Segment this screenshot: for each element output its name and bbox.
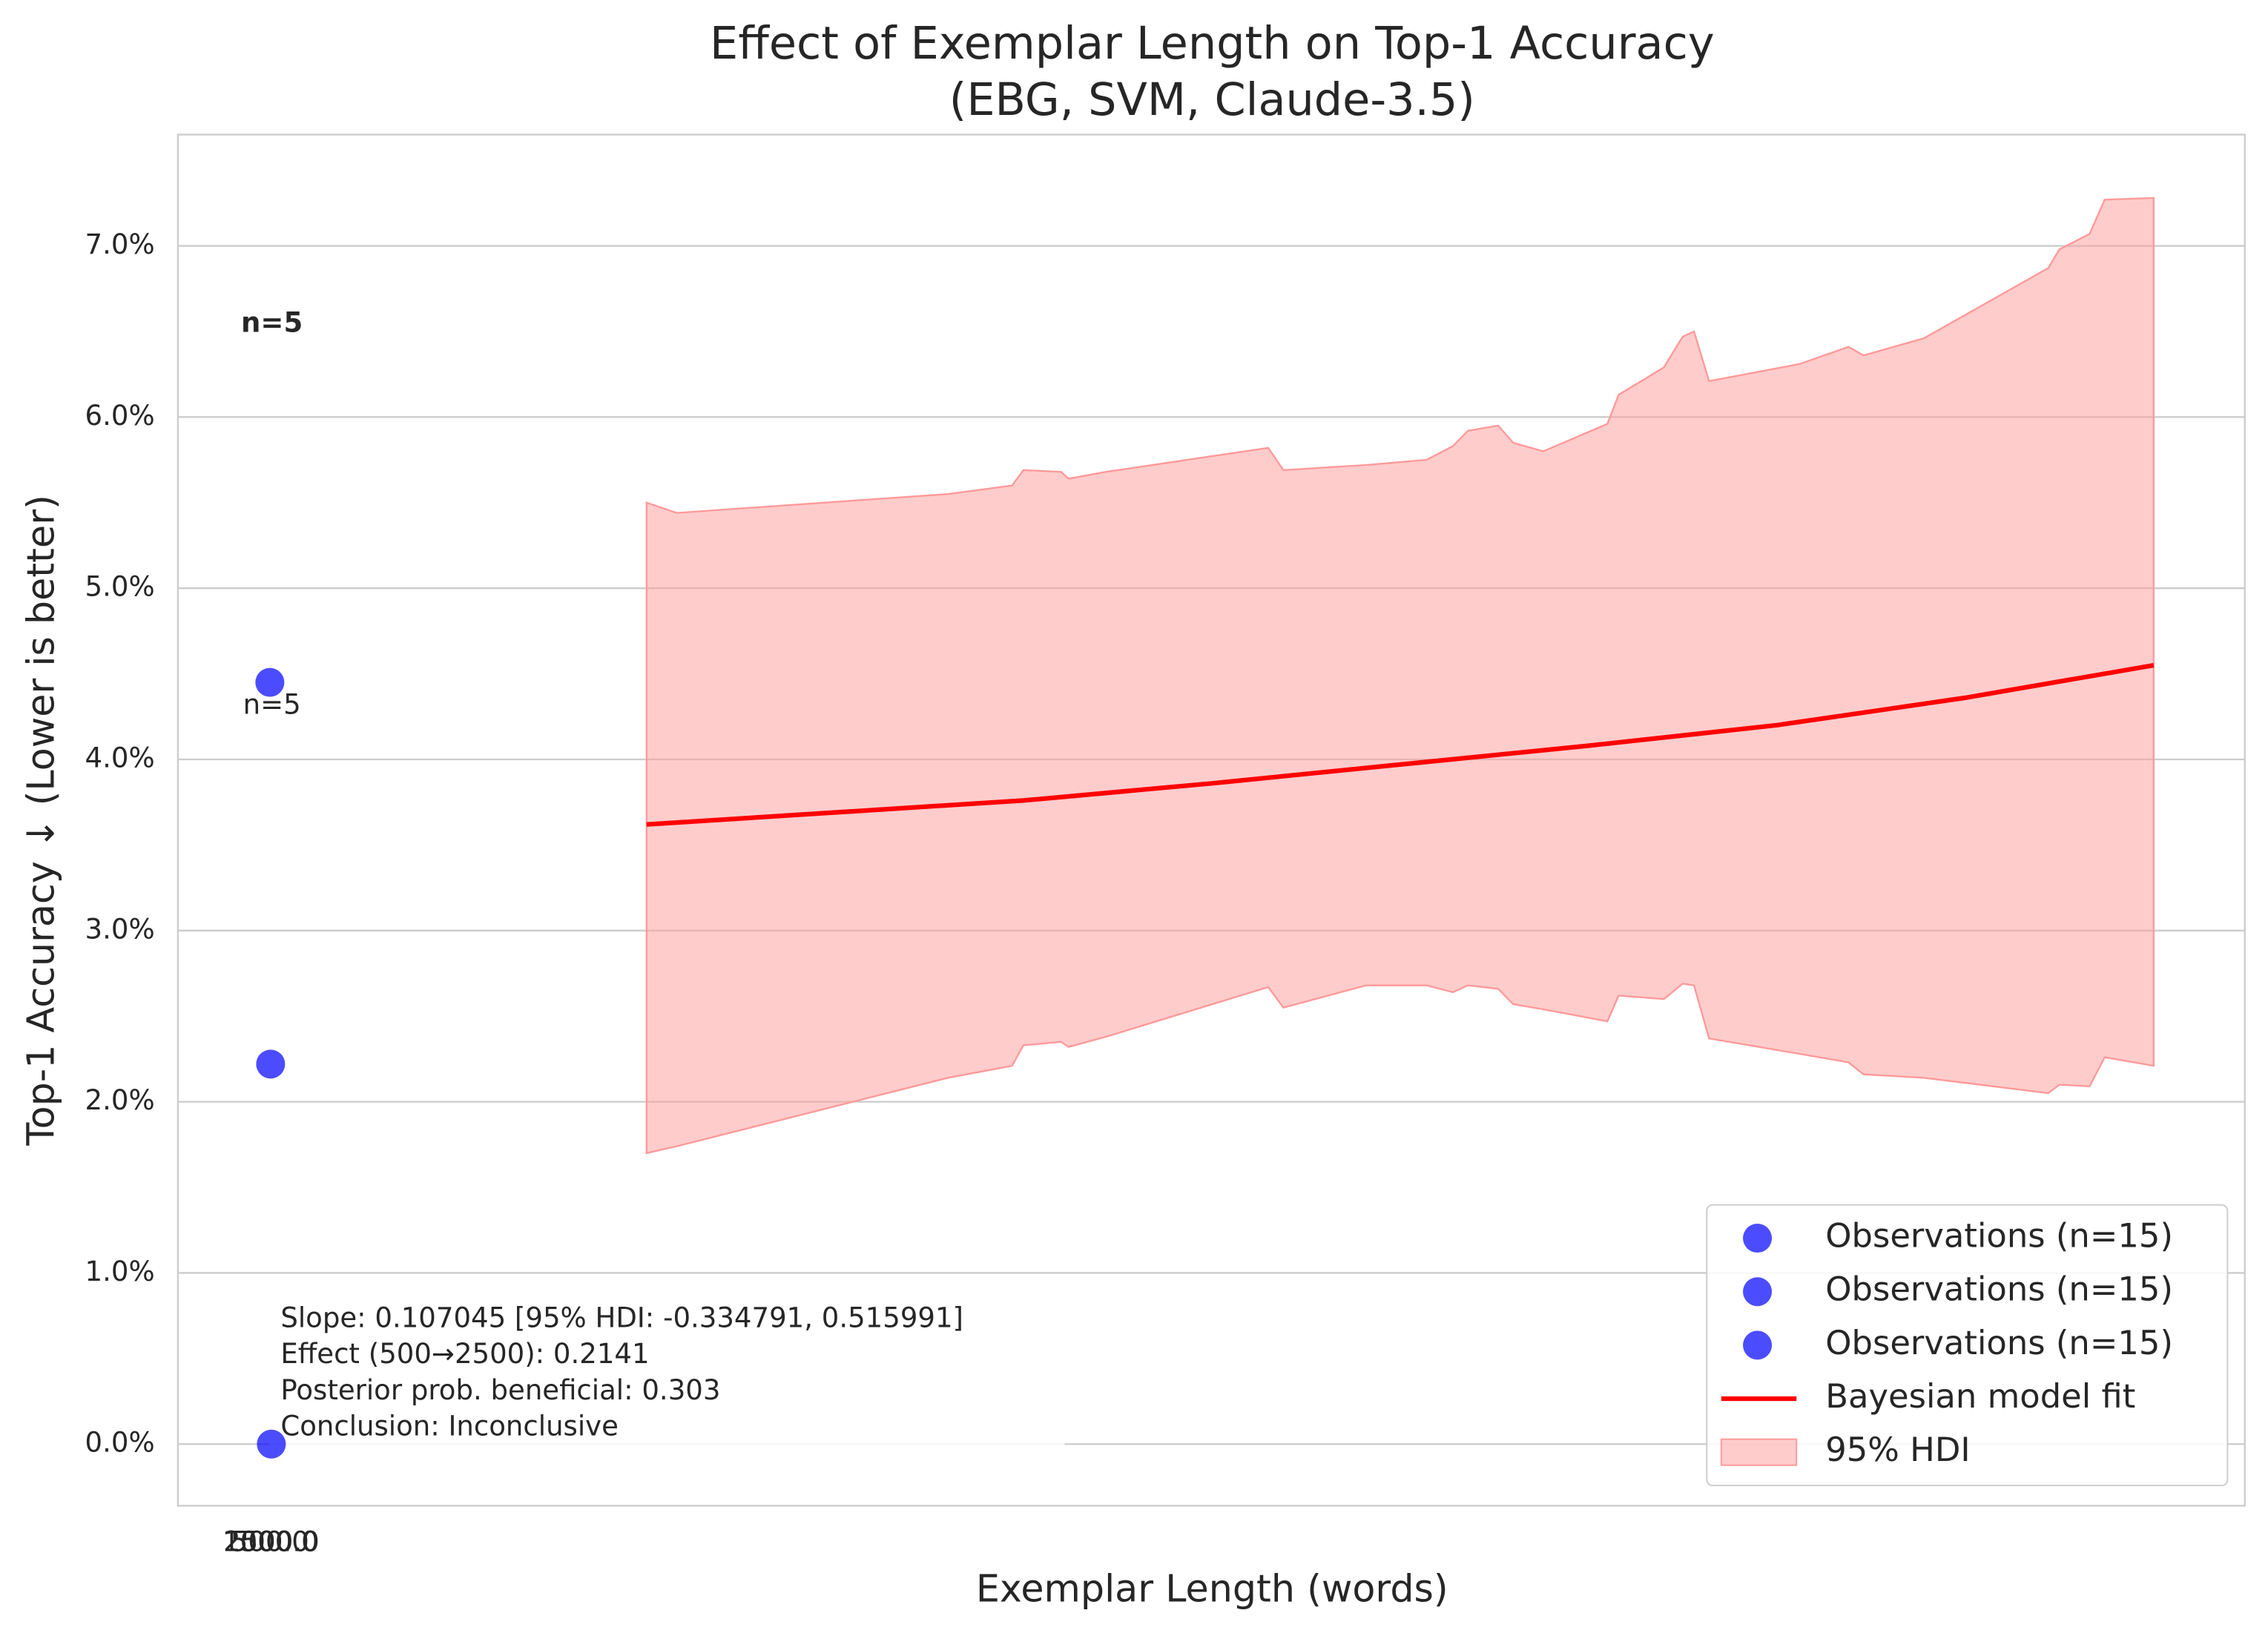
observation-point: [256, 1049, 286, 1079]
x-axis-label: Exemplar Length (words): [976, 1566, 1448, 1610]
legend-box: [1706, 1204, 2229, 1487]
chart-subtitle: (EBG, SVM, Claude-3.5): [949, 74, 1475, 126]
hdi-band: [645, 197, 2155, 1155]
stats-text: Conclusion: Inconclusive: [280, 1411, 619, 1442]
legend-label: Observations (n=15): [1825, 1270, 2173, 1309]
observation-point: [257, 1429, 286, 1459]
y-tick-label: 5.0%: [85, 571, 155, 603]
legend-label: Bayesian model fit: [1825, 1376, 2135, 1416]
y-tick-label: 4.0%: [85, 742, 155, 774]
x-tick-label: 500.0: [231, 1526, 309, 1558]
legend-marker: [1720, 1438, 1798, 1466]
fit-line: [646, 662, 2155, 827]
chart-title: Effect of Exemplar Length on Top-1 Accur…: [710, 18, 1715, 70]
legend-marker: [1743, 1277, 1773, 1307]
x-tick-label: 1000.0: [222, 1526, 319, 1558]
y-tick-label: 7.0%: [85, 228, 155, 260]
legend-label: Observations (n=15): [1825, 1216, 2173, 1256]
annotation: n=5: [243, 688, 301, 720]
stats-text: Effect (500→2500): 0.2141: [280, 1338, 649, 1370]
legend-label: 95% HDI: [1825, 1430, 1970, 1469]
annotation: n=5: [241, 306, 303, 338]
y-tick-label: 0.0%: [85, 1427, 155, 1459]
y-tick-label: 2.0%: [85, 1084, 155, 1116]
legend-marker: [1743, 1330, 1773, 1360]
y-tick-label: 1.0%: [85, 1256, 155, 1287]
stats-box: [268, 1296, 1065, 1447]
legend: Observations (n=15) Observations (n=15) Ob…: [1706, 1204, 2229, 1487]
legend-marker: [1743, 1224, 1773, 1253]
legend-label: Observations (n=15): [1825, 1323, 2173, 1362]
x-tick-label: 2500.0: [223, 1526, 320, 1558]
stats-text: Posterior prob. beneficial: 0.303: [280, 1374, 720, 1406]
y-tick-label: 3.0%: [85, 913, 155, 945]
y-axis-label: Top-1 Accuracy ↓ (Lower is better): [19, 495, 63, 1147]
observation-point: [255, 667, 285, 697]
plot-frame: [177, 133, 2246, 1507]
stats-text: Slope: 0.107045 [95% HDI: -0.334791, 0.5…: [280, 1302, 963, 1333]
y-tick-label: 6.0%: [85, 400, 155, 432]
